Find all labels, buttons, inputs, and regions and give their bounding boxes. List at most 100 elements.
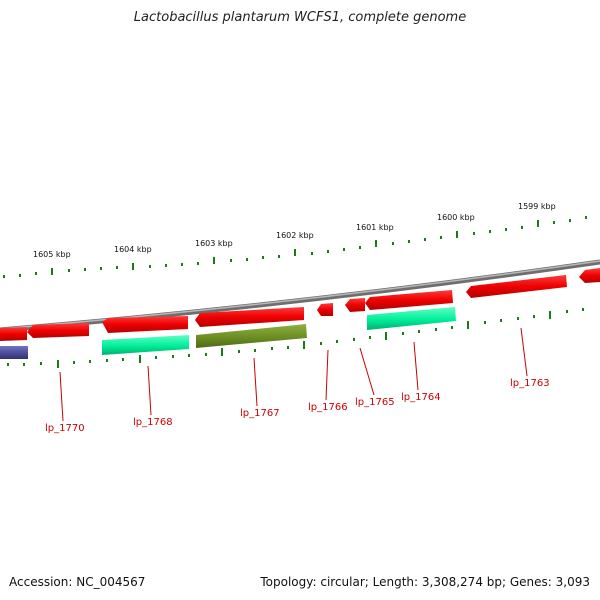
ruler-major-tick (303, 341, 305, 349)
ruler-tick (569, 219, 571, 222)
gene-arrow[interactable] (0, 327, 27, 341)
ruler-tick (418, 330, 420, 333)
ruler-tick (287, 346, 289, 349)
gene-block[interactable] (102, 335, 189, 355)
ruler-tick (73, 361, 75, 364)
ruler-tick (197, 262, 199, 265)
ruler-tick (188, 354, 190, 357)
ruler-tick (246, 258, 248, 261)
ruler-major-tick (467, 321, 469, 329)
ruler-major-tick (549, 311, 551, 319)
ruler-tick (7, 363, 9, 366)
gene-label-lp_1766[interactable]: lp_1766 (308, 402, 348, 413)
ruler-tick (89, 360, 91, 363)
ruler-tick (19, 274, 21, 277)
ruler-tick (451, 326, 453, 329)
gene-block[interactable] (367, 307, 456, 330)
leader-line (253, 357, 258, 407)
gene-label-lp_1764[interactable]: lp_1764 (401, 392, 441, 403)
reverse-strand (0, 307, 456, 359)
ruler-tick (473, 232, 475, 235)
outer-ruler (3, 216, 587, 278)
ruler-major-tick (51, 268, 53, 275)
ruler-tick (505, 228, 507, 231)
ruler-major-tick (456, 231, 458, 238)
ruler-major-tick (294, 249, 296, 256)
kbp-label: 1601 kbp (356, 223, 394, 232)
kbp-labels: 1605 kbp 1604 kbp 1603 kbp 1602 kbp 1601… (33, 202, 556, 259)
ruler-tick (155, 356, 157, 359)
ruler-tick (320, 342, 322, 345)
ruler-tick (521, 226, 523, 229)
kbp-label: 1600 kbp (437, 213, 475, 222)
ruler-tick (533, 315, 535, 318)
ruler-tick (489, 230, 491, 233)
ruler-tick (181, 263, 183, 266)
leader-line (147, 365, 152, 416)
ruler-tick (353, 338, 355, 341)
gene-arrow[interactable] (579, 268, 600, 283)
gene-label-lp_1763[interactable]: lp_1763 (510, 378, 550, 389)
ruler-major-tick (221, 348, 223, 356)
gene-arrow[interactable] (317, 303, 333, 316)
kbp-label: 1604 kbp (114, 245, 152, 254)
ruler-tick (68, 269, 70, 272)
leader-line (325, 349, 329, 401)
ruler-major-tick (385, 332, 387, 340)
ruler-tick (106, 359, 108, 362)
ruler-major-tick (57, 360, 59, 368)
ruler-tick (359, 246, 361, 249)
ruler-tick (582, 308, 584, 311)
ruler-tick (585, 216, 587, 219)
kbp-label: 1599 kbp (518, 202, 556, 211)
ruler-tick (23, 363, 25, 366)
accession-text: Accession: NC_004567 (9, 575, 146, 589)
gene-arrow[interactable] (345, 298, 365, 312)
ruler-tick (262, 256, 264, 259)
ruler-tick (84, 268, 86, 271)
genome-backbone-highlight (0, 260, 600, 330)
ruler-tick (230, 259, 232, 262)
gene-label-lp_1770[interactable]: lp_1770 (45, 423, 85, 434)
ruler-tick (327, 250, 329, 253)
gene-label-lp_1768[interactable]: lp_1768 (133, 417, 173, 428)
ruler-tick (517, 317, 519, 320)
gene-arrow[interactable] (466, 275, 567, 298)
gene-arrow[interactable] (365, 290, 453, 310)
ruler-tick (553, 221, 555, 224)
gene-label-lp_1767[interactable]: lp_1767 (240, 408, 280, 419)
gene-arrow[interactable] (102, 316, 188, 333)
ruler-tick (205, 353, 207, 356)
gene-arrow[interactable] (27, 323, 89, 338)
ruler-tick (238, 350, 240, 353)
ruler-tick (500, 319, 502, 322)
ruler-major-tick (132, 263, 134, 270)
gene-block[interactable] (0, 346, 28, 359)
ruler-tick (40, 362, 42, 365)
leader-line (520, 327, 528, 377)
forward-strand (0, 268, 600, 341)
leader-line (413, 341, 419, 391)
ruler-tick (100, 267, 102, 270)
ruler-major-tick (537, 220, 539, 227)
ruler-tick (278, 255, 280, 258)
leader-lines (59, 327, 528, 422)
ruler-tick (408, 240, 410, 243)
gene-arrow[interactable] (195, 307, 304, 327)
ruler-tick (343, 248, 345, 251)
ruler-tick (3, 275, 5, 278)
ruler-tick (566, 310, 568, 313)
gene-labels: lp_1770 lp_1768 lp_1767 lp_1766 lp_1765 … (45, 378, 550, 434)
map-title: Lactobacillus plantarum WCFS1, complete … (133, 10, 467, 25)
ruler-tick (435, 328, 437, 331)
gene-label-lp_1765[interactable]: lp_1765 (355, 397, 395, 408)
leader-line (359, 347, 375, 396)
ruler-tick (122, 358, 124, 361)
kbp-label: 1605 kbp (33, 250, 71, 259)
ruler-tick (172, 355, 174, 358)
leader-line (59, 371, 64, 422)
ruler-tick (165, 264, 167, 267)
gene-block[interactable] (196, 324, 307, 348)
ruler-tick (402, 332, 404, 335)
